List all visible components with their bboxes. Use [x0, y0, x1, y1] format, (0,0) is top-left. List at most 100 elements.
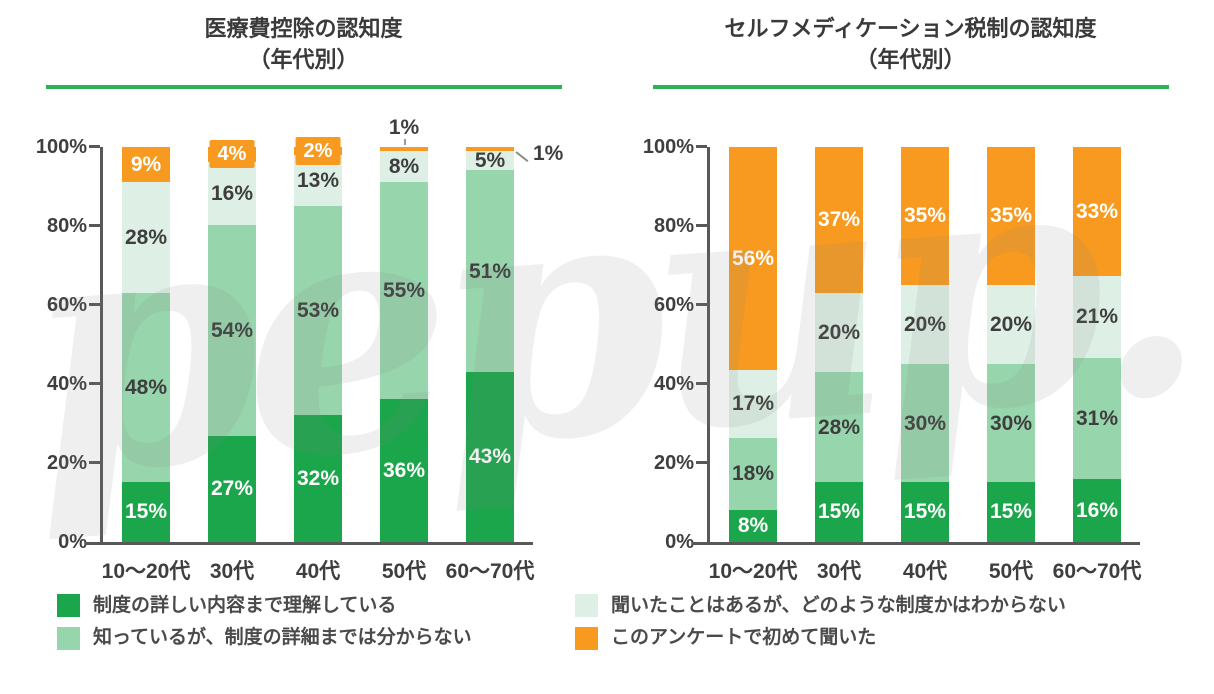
legend-column-left: 制度の詳しい内容まで理解している 知っているが、制度の詳細までは分からない [57, 593, 575, 651]
bar-segment: 43% [466, 371, 514, 542]
x-axis-category-label: 40代 [295, 559, 341, 583]
chart-title-block: セルフメディケーション税制の認知度 （年代別） [607, 14, 1214, 76]
bar-segment: 55% [380, 182, 428, 400]
segment-value-label: 33% [1075, 199, 1119, 223]
y-axis-tick-label: 80% [653, 214, 694, 237]
x-axis-baseline-extension [692, 541, 710, 545]
stacked-bar: 15% 48% 28% 9% [122, 146, 170, 542]
chart-panel-medical-expense-deduction: 医療費控除の認知度 （年代別） 100% 80% 60% 40% 20% 0% 15% 48%… [0, 0, 607, 583]
bar-segment: 28% [815, 371, 863, 483]
bar-segment: 15% [815, 482, 863, 542]
segment-value-label: 21% [1075, 305, 1119, 329]
segment-value-label: 31% [1075, 406, 1119, 430]
segment-value-label: 16% [1075, 498, 1119, 522]
x-axis-category-label: 50代 [988, 559, 1034, 583]
legend-label: 聞いたことはあるが、どのような制度かはわからない [611, 594, 1066, 616]
y-axis-tick-mark [89, 303, 100, 307]
chart-subtitle: （年代別） [855, 46, 966, 72]
bar-segment: 18% [729, 437, 777, 510]
segment-value-label: 56% [731, 246, 775, 270]
y-axis-tick-label: 0% [58, 530, 87, 553]
bar-segment: 8% [380, 150, 428, 183]
legend: 制度の詳しい内容まで理解している 知っているが、制度の詳細までは分からない 聞い… [0, 593, 1214, 651]
stacked-bar: 8% 18% 17% 56% [729, 146, 777, 542]
segment-value-label: 35% [903, 204, 947, 228]
segment-value-callout: 2% [295, 136, 341, 165]
bar-segment: 16% [1073, 479, 1121, 542]
segment-value-label: 48% [124, 376, 168, 400]
legend-label: 制度の詳しい内容まで理解している [93, 594, 397, 616]
chart-panel-self-medication-tax: セルフメディケーション税制の認知度 （年代別） 100% 80% 60% 40% 20%… [607, 0, 1214, 583]
segment-value-label: 20% [989, 312, 1033, 336]
x-axis-category-label: 50代 [381, 559, 427, 583]
x-axis-category-label: 30代 [209, 559, 255, 583]
legend-swatch-mid-green [57, 626, 80, 650]
segment-value-label: 9% [130, 152, 162, 176]
segment-value-label: 27% [210, 477, 254, 501]
y-axis-tick-label: 100% [35, 135, 87, 158]
stacked-bar: 32% 53% 13% 2% [294, 136, 342, 542]
legend-column-right: 聞いたことはあるが、どのような制度かはわからない このアンケートで初めて聞いた [575, 593, 1184, 651]
segment-value-label: 17% [731, 392, 775, 416]
segment-value-label: 15% [124, 500, 168, 524]
legend-swatch-dark-green [57, 593, 80, 617]
legend-item: 制度の詳しい内容まで理解している [57, 593, 575, 619]
segment-value-label: 37% [817, 208, 861, 232]
legend-label: このアンケートで初めて聞いた [611, 627, 877, 649]
y-axis-tick-label: 100% [642, 135, 694, 158]
bar-segment: 53% [294, 205, 342, 416]
bar-segment: 35% [987, 146, 1035, 285]
stacked-bar: 15% 28% 20% 37% [815, 146, 863, 542]
legend-label: 知っているが、制度の詳細までは分からない [93, 627, 472, 649]
segment-value-label: 15% [817, 500, 861, 524]
legend-item: このアンケートで初めて聞いた [575, 625, 1184, 651]
title-underline-rule [45, 84, 562, 89]
segment-value-label: 54% [210, 318, 254, 342]
stacked-bar: 27% 54% 16% 4% [208, 140, 256, 542]
y-axis-tick-label: 60% [653, 293, 694, 316]
bar-segment: 30% [987, 363, 1035, 483]
legend-item: 知っているが、制度の詳細までは分からない [57, 625, 575, 651]
bar-segment: 20% [815, 292, 863, 372]
segment-value-label: 20% [817, 320, 861, 344]
chart-title: セルフメディケーション税制の認知度 [724, 16, 1097, 41]
segment-value-label: 20% [903, 312, 947, 336]
segment-value-label: 8% [737, 514, 769, 538]
segment-value-label: 53% [296, 299, 340, 323]
bar-segment: 20% [901, 284, 949, 364]
x-axis-category-label: 40代 [902, 559, 948, 583]
segment-value-label: 32% [296, 466, 340, 490]
segment-value-label: 16% [210, 182, 254, 206]
stacked-bar: 15% 30% 20% 35% [901, 146, 949, 542]
bar-segment: 16% [208, 162, 256, 225]
y-axis-tick-mark [89, 461, 100, 465]
y-axis-tick-mark [696, 303, 707, 307]
segment-value-label: 8% [388, 154, 420, 178]
x-axis-category-label: 60〜70代 [445, 559, 535, 583]
x-axis-category-label: 10〜20代 [708, 559, 798, 583]
bar-segment [466, 146, 514, 151]
bar-segment: 28% [122, 182, 170, 293]
y-axis-tick-label: 60% [46, 293, 87, 316]
bar-segment: 20% [987, 284, 1035, 364]
bar-segment: 31% [1073, 357, 1121, 480]
bar-segment: 54% [208, 224, 256, 436]
segment-value-label: 30% [903, 411, 947, 435]
x-axis-category-label: 60〜70代 [1052, 559, 1142, 583]
bar-segment: 27% [208, 436, 256, 542]
bar-segment: 48% [122, 292, 170, 483]
bar-segment: 21% [1073, 275, 1121, 358]
bar-segment [380, 146, 428, 151]
y-axis-tick-mark [89, 145, 100, 149]
segment-value-label-right: 1% [533, 141, 564, 165]
y-axis-tick-mark [696, 224, 707, 228]
bar-segment: 15% [987, 482, 1035, 542]
segment-value-label: 15% [989, 500, 1033, 524]
bar-segment: 9% [122, 146, 170, 183]
chart-title: 医療費控除の認知度 [204, 16, 403, 41]
plot-area: 100% 80% 60% 40% 20% 0% 15% 48% 28% 9% 10〜20代 27% 54… [36, 117, 564, 583]
y-axis-tick-label: 20% [653, 451, 694, 474]
segment-value-label: 18% [731, 462, 775, 486]
segment-value-label: 36% [382, 459, 426, 482]
bar-segment: 37% [815, 146, 863, 293]
